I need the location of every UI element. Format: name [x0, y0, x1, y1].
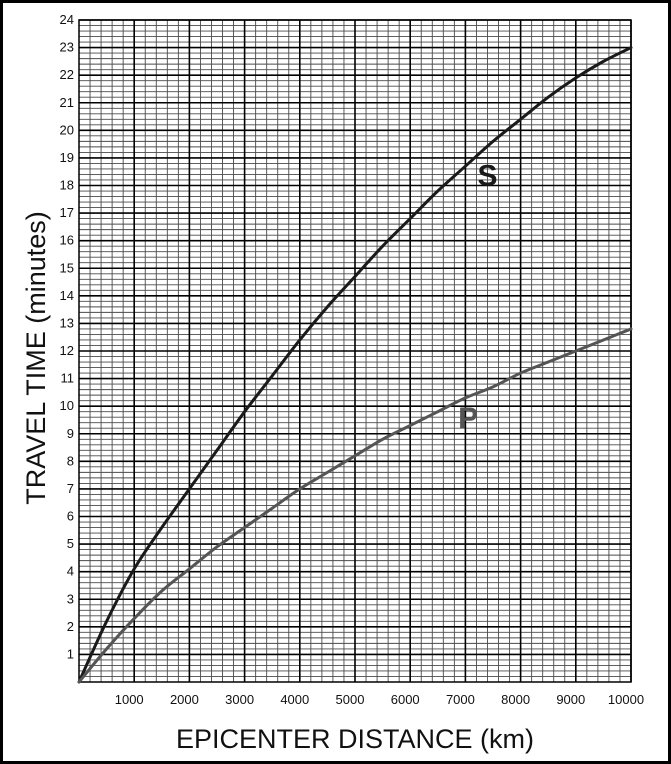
- x-tick-label: 4000: [280, 692, 309, 707]
- x-tick-label: 3000: [225, 692, 254, 707]
- y-tick-label: 24: [60, 12, 74, 27]
- y-tick-label: 9: [67, 426, 74, 441]
- x-tick-label: 1000: [115, 692, 144, 707]
- x-tick-label: 5000: [336, 692, 365, 707]
- y-tick-label: 13: [60, 315, 74, 330]
- y-tick-label: 17: [60, 205, 74, 220]
- y-axis-title: TRAVEL TIME (minutes): [21, 211, 51, 505]
- y-tick-label: 3: [67, 591, 74, 606]
- y-tick-label: 6: [67, 509, 74, 524]
- y-tick-label: 23: [60, 40, 74, 55]
- x-tick-label: 10000: [608, 692, 644, 707]
- x-tick-label: 9000: [556, 692, 585, 707]
- travel-time-chart: 123456789101112131415161718192021222324 …: [21, 12, 644, 754]
- series-lines: [77, 46, 633, 684]
- x-tick-label: 2000: [170, 692, 199, 707]
- y-tick-label: 8: [67, 453, 74, 468]
- x-axis-title: EPICENTER DISTANCE (km): [176, 724, 534, 754]
- y-tick-label: 14: [60, 288, 74, 303]
- series-line-p: [77, 327, 633, 684]
- y-tick-label: 5: [67, 536, 74, 551]
- y-tick-label: 7: [67, 481, 74, 496]
- y-tick-label: 12: [60, 343, 74, 358]
- y-tick-label: 20: [60, 122, 74, 137]
- y-tick-label: 4: [67, 564, 74, 579]
- x-tick-labels: 1000 2000 3000 4000 5000 6000 7000 8000 9000 1000…: [115, 692, 644, 707]
- x-tick-label: 8000: [501, 692, 530, 707]
- y-tick-label: 19: [60, 150, 74, 165]
- plot-border: [78, 19, 632, 683]
- x-tick-label: 7000: [446, 692, 475, 707]
- y-tick-label: 1: [67, 646, 74, 661]
- series-label-s: S: [477, 160, 497, 193]
- y-tick-label: 11: [61, 371, 75, 386]
- y-tick-label: 10: [60, 398, 74, 413]
- series-label-p: P: [458, 402, 478, 435]
- x-tick-label: 6000: [391, 692, 420, 707]
- y-tick-label: 22: [60, 67, 74, 82]
- y-tick-label: 2: [67, 619, 74, 634]
- y-tick-label: 16: [60, 233, 74, 248]
- y-tick-label: 21: [60, 95, 74, 110]
- series-labels: SP: [458, 160, 497, 436]
- y-tick-label: 18: [60, 178, 74, 193]
- series-line-s: [77, 46, 633, 684]
- chart-panel: 1 2 3 4 5 6 7 8 9 10 11 12 13 14 15 16 17 18 19 20 21 22 23 24 …: [3, 3, 668, 761]
- y-tick-label: 15: [60, 260, 74, 275]
